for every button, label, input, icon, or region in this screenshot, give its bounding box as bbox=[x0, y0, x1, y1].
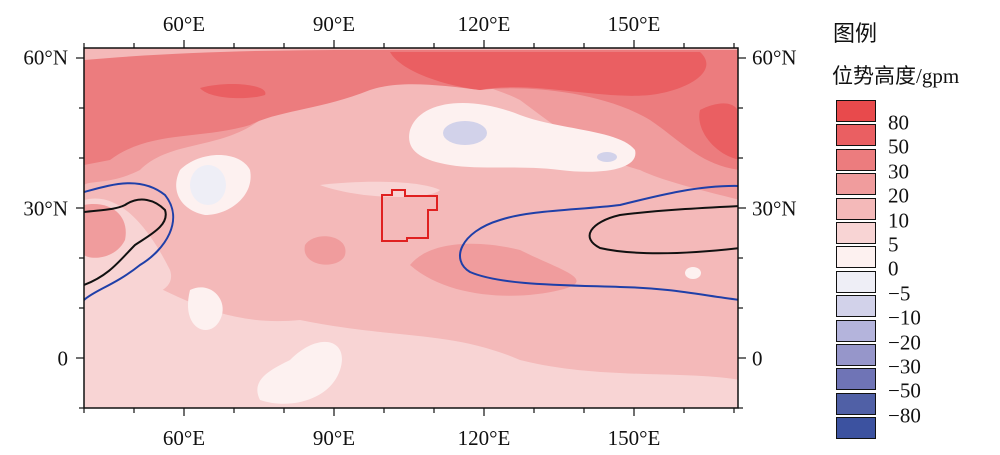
field-negative-patch bbox=[190, 165, 226, 205]
field-high-core bbox=[390, 52, 707, 96]
left-lat-label: 30°N bbox=[23, 196, 68, 221]
legend-swatch bbox=[836, 344, 876, 366]
field-negative-patch bbox=[597, 152, 617, 162]
field-white-patch bbox=[685, 267, 701, 279]
legend-title: 图例 bbox=[833, 21, 878, 46]
right-lat-label: 30°N bbox=[752, 196, 797, 221]
top-lon-label: 60°E bbox=[162, 12, 206, 36]
legend-level-label: 10 bbox=[888, 208, 909, 233]
bottom-lon-label: 60°E bbox=[162, 426, 206, 450]
field-light-patch bbox=[320, 181, 440, 197]
field-negative-patch bbox=[443, 121, 487, 145]
legend-level-label: −20 bbox=[888, 330, 921, 355]
legend-unit: 位势高度/gpm bbox=[832, 64, 960, 88]
legend-level-label: −50 bbox=[888, 378, 921, 403]
top-lon-label: 150°E bbox=[607, 12, 661, 36]
legend-level-label: −80 bbox=[888, 403, 921, 428]
field-white-patch bbox=[187, 287, 223, 330]
anomaly-map bbox=[76, 40, 746, 416]
field-low-band bbox=[84, 260, 738, 408]
legend-swatch bbox=[836, 417, 876, 440]
legend-level-label: 50 bbox=[888, 134, 909, 159]
legend-swatch bbox=[836, 246, 876, 269]
legend-swatch bbox=[836, 368, 876, 391]
map-frame bbox=[83, 47, 739, 409]
right-lat-label: 0 bbox=[752, 346, 763, 371]
bottom-lon-label: 90°E bbox=[312, 426, 356, 450]
legend-swatch bbox=[836, 173, 876, 196]
blue-contour-east bbox=[459, 184, 738, 301]
right-lat-label: 60°N bbox=[752, 45, 797, 70]
left-lat-label: 60°N bbox=[23, 45, 68, 70]
axis-ticks bbox=[76, 40, 746, 416]
legend-level-label: −10 bbox=[888, 305, 921, 330]
legend-level-label: 30 bbox=[888, 159, 909, 184]
legend-swatch bbox=[836, 124, 876, 147]
legend-level-label: 5 bbox=[888, 232, 899, 257]
field-mid-patch bbox=[84, 204, 126, 258]
top-lon-label: 90°E bbox=[312, 12, 356, 36]
legend-level-label: 20 bbox=[888, 183, 909, 208]
legend-swatch bbox=[836, 197, 876, 220]
legend-level-label: 0 bbox=[888, 256, 899, 281]
black-contour-west bbox=[84, 198, 167, 286]
legend-swatch bbox=[836, 392, 876, 415]
legend-swatch bbox=[836, 222, 876, 244]
legend-swatch bbox=[836, 270, 876, 293]
left-lat-label: 0 bbox=[57, 346, 69, 371]
field-white-patch bbox=[257, 341, 342, 404]
legend-swatch bbox=[836, 100, 876, 122]
bottom-lon-label: 120°E bbox=[457, 426, 511, 450]
black-contour-east bbox=[588, 205, 738, 255]
field-high-core bbox=[200, 84, 266, 99]
legend-level-label: −30 bbox=[888, 354, 921, 379]
legend-level-label: 80 bbox=[888, 110, 909, 135]
field-mid-patch bbox=[304, 236, 346, 265]
field-high-core bbox=[699, 103, 738, 160]
legend-swatch bbox=[836, 148, 876, 171]
legend-level-label: −5 bbox=[888, 281, 911, 306]
bottom-lon-label: 150°E bbox=[607, 426, 661, 450]
legend-swatch bbox=[836, 319, 876, 342]
legend-swatch bbox=[836, 295, 876, 318]
field-white-patch bbox=[409, 103, 636, 172]
region-box bbox=[381, 189, 438, 242]
top-lon-label: 120°E bbox=[457, 12, 511, 36]
blue-contour-west bbox=[84, 182, 175, 301]
